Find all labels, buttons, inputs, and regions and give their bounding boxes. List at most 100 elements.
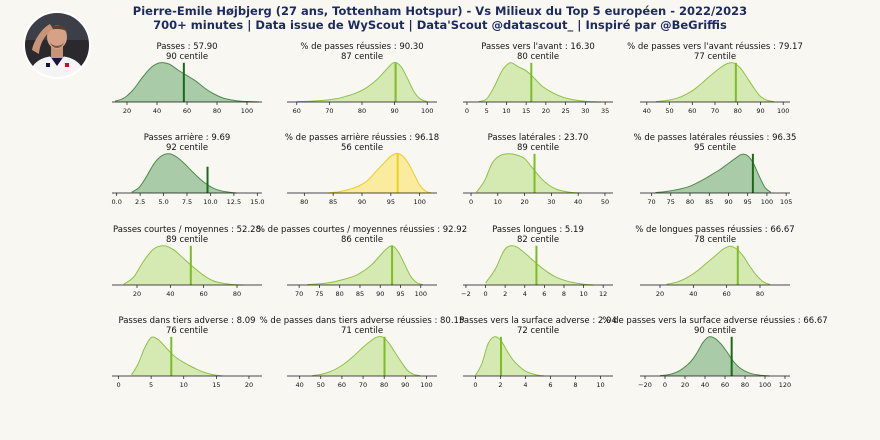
density-area bbox=[131, 153, 237, 193]
x-tick-label: 20 bbox=[245, 381, 253, 389]
density-area bbox=[312, 336, 421, 376]
panel-percentile: 80 centile bbox=[517, 52, 559, 62]
x-tick-label: 40 bbox=[296, 381, 304, 389]
x-tick-label: 4 bbox=[523, 290, 527, 298]
density-area bbox=[476, 153, 581, 193]
x-tick-label: 80 bbox=[300, 198, 308, 206]
x-tick-label: 15 bbox=[522, 107, 530, 115]
density-curve bbox=[655, 153, 772, 194]
panel-label: Passes courtes / moyennes : 52.28 bbox=[113, 225, 261, 235]
density-curve bbox=[478, 62, 602, 103]
x-tick-label: 0 bbox=[483, 290, 487, 298]
panel-label: % de passes dans tiers adverse réussies … bbox=[260, 315, 465, 326]
x-tick-label: 20 bbox=[123, 107, 131, 115]
x-tick-label: 95 bbox=[396, 290, 404, 298]
density-curve bbox=[307, 245, 423, 286]
density-area bbox=[666, 246, 770, 285]
x-tick-label: 60 bbox=[200, 290, 208, 298]
density-area bbox=[655, 154, 771, 193]
panel-14: % de passes dans tiers adverse réussies … bbox=[260, 315, 465, 389]
x-tick-label: 120 bbox=[779, 381, 791, 389]
x-tick-label: 20 bbox=[520, 198, 528, 206]
x-tick-label: 100 bbox=[761, 198, 773, 206]
title-block: Pierre-Emile Højbjerg (27 ans, Tottenham… bbox=[0, 4, 880, 32]
panel-percentile: 72 centile bbox=[517, 326, 559, 336]
x-tick-label: 100 bbox=[421, 107, 433, 115]
x-tick-label: 90 bbox=[724, 198, 732, 206]
x-tick-label: 80 bbox=[380, 381, 388, 389]
density-area bbox=[115, 62, 259, 102]
x-tick-label: 60 bbox=[338, 381, 346, 389]
x-tick-label: 60 bbox=[723, 290, 731, 298]
x-tick-label: 30 bbox=[581, 107, 589, 115]
x-tick-label: 90 bbox=[401, 381, 409, 389]
chart-title: Pierre-Emile Højbjerg (27 ans, Tottenham… bbox=[132, 4, 748, 18]
x-tick-label: 10 bbox=[180, 381, 188, 389]
density-curve bbox=[327, 152, 432, 194]
x-tick-label: 90 bbox=[376, 290, 384, 298]
density-area bbox=[123, 245, 244, 285]
x-tick-label: 10 bbox=[502, 107, 510, 115]
density-curve bbox=[131, 336, 223, 377]
x-tick-label: 30 bbox=[547, 198, 555, 206]
panel-label: % de passes vers l'avant réussies : 79.1… bbox=[627, 41, 803, 52]
x-tick-label: 85 bbox=[329, 198, 337, 206]
x-tick-label: 40 bbox=[643, 107, 651, 115]
x-tick-label: 80 bbox=[336, 290, 344, 298]
x-tick-label: 80 bbox=[358, 107, 366, 115]
x-tick-label: 85 bbox=[705, 198, 713, 206]
x-tick-label: 70 bbox=[647, 198, 655, 206]
x-tick-label: 90 bbox=[358, 198, 366, 206]
x-tick-label: 100 bbox=[241, 107, 253, 115]
panel-label: % de passes latérales réussies : 96.35 bbox=[634, 132, 797, 143]
density-curve bbox=[114, 62, 260, 103]
x-tick-label: 15 bbox=[212, 381, 220, 389]
chart-subtitle: 700+ minutes | Data issue de WyScout | D… bbox=[153, 18, 727, 32]
panel-label: Passes vers l'avant : 16.30 bbox=[481, 42, 595, 52]
x-tick-label: 35 bbox=[601, 107, 609, 115]
panel-label: Passes dans tiers adverse : 8.09 bbox=[118, 316, 255, 326]
x-tick-label: 80 bbox=[734, 107, 742, 115]
x-tick-label: 25 bbox=[561, 107, 569, 115]
x-tick-label: 50 bbox=[665, 107, 673, 115]
x-tick-label: 4 bbox=[523, 381, 527, 389]
panel-label: Passes longues : 5.19 bbox=[492, 225, 584, 235]
density-area bbox=[327, 153, 432, 193]
x-tick-label: 80 bbox=[213, 107, 221, 115]
x-tick-label: 10.0 bbox=[203, 198, 217, 206]
density-curve bbox=[123, 245, 244, 286]
panel-percentile: 89 centile bbox=[517, 143, 559, 153]
x-tick-label: 0 bbox=[116, 381, 120, 389]
x-tick-label: 50 bbox=[317, 381, 325, 389]
x-tick-label: 90 bbox=[390, 107, 398, 115]
density-curve bbox=[655, 62, 775, 103]
panel-10: % de passes courtes / moyennes réussies … bbox=[257, 224, 467, 298]
x-tick-label: 0 bbox=[469, 198, 473, 206]
x-tick-label: 20 bbox=[681, 381, 689, 389]
panel-label: Passes arrière : 9.69 bbox=[144, 132, 231, 143]
x-tick-label: 5.0 bbox=[158, 198, 168, 206]
x-tick-label: 70 bbox=[359, 381, 367, 389]
x-tick-label: 5 bbox=[485, 107, 489, 115]
x-tick-label: −2 bbox=[461, 290, 471, 298]
x-tick-label: 95 bbox=[387, 198, 395, 206]
panel-percentile: 89 centile bbox=[166, 235, 208, 245]
x-tick-label: 100 bbox=[415, 290, 427, 298]
x-tick-label: 100 bbox=[420, 381, 432, 389]
panel-4: % de passes vers l'avant réussies : 79.1… bbox=[627, 41, 803, 115]
panel-percentile: 76 centile bbox=[166, 326, 208, 336]
panel-label: % de passes arrière réussies : 96.18 bbox=[285, 132, 439, 143]
x-tick-label: 70 bbox=[325, 107, 333, 115]
x-tick-label: 40 bbox=[574, 198, 582, 206]
x-tick-label: 80 bbox=[741, 381, 749, 389]
x-tick-label: 80 bbox=[756, 290, 764, 298]
x-tick-label: 20 bbox=[542, 107, 550, 115]
